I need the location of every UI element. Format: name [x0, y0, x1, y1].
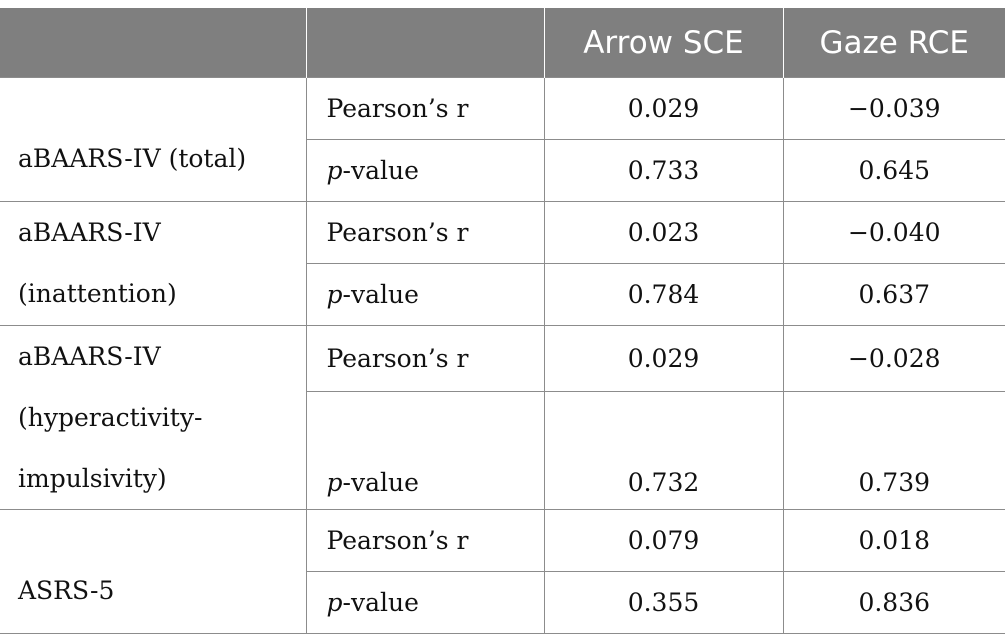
table-row: aBAARS-IV (total) Pearson’s r 0.029 −0.0… — [0, 77, 1005, 202]
table-row: aBAARS-IV (inattention) Pearson’s r 0.023… — [0, 201, 1005, 326]
stat-label: p-value — [306, 571, 545, 634]
group-label-line: aBAARS-IV — [18, 218, 161, 247]
table-row: p-value 0.733 0.645 — [0, 139, 1005, 202]
p-italic: p — [326, 468, 343, 497]
group-label-line: (inattention) — [18, 279, 177, 308]
header-measure — [0, 8, 306, 78]
gaze-rce-value: 0.637 — [782, 263, 1005, 326]
p-rest: -value — [342, 588, 419, 617]
table-row: p-value 0.784 0.637 — [0, 263, 1005, 326]
group-label-line: aBAARS-IV — [18, 342, 161, 371]
arrow-sce-value: 0.732 — [543, 390, 784, 511]
table-row: aBAARS-IV (hyperactivity-impulsivity) Pea… — [0, 325, 1005, 510]
table-row: p-value 0.732 0.739 — [0, 390, 1005, 511]
arrow-sce-value: 0.733 — [543, 139, 784, 202]
group-label: ASRS-5 — [0, 509, 307, 634]
header-statistic — [305, 8, 544, 78]
gaze-rce-value: 0.645 — [782, 139, 1005, 202]
stat-label: Pearson’s r — [305, 325, 545, 392]
stat-label: p-value — [306, 263, 545, 326]
group-label: aBAARS-IV (inattention) — [0, 201, 307, 326]
gaze-rce-value: 0.018 — [782, 509, 1005, 572]
arrow-sce-value: 0.023 — [543, 201, 784, 264]
gaze-rce-value: 0.739 — [782, 390, 1005, 511]
table-row: ASRS-5 Pearson’s r 0.079 0.018 — [0, 509, 1005, 634]
p-italic: p — [326, 156, 343, 185]
stat-label: Pearson’s r — [305, 77, 545, 140]
group-label-line: impulsivity) — [18, 464, 167, 493]
group-label-text: aBAARS-IV (total) — [18, 144, 247, 173]
header-arrow-sce: Arrow SCE — [543, 8, 783, 78]
header-gaze-rce: Gaze RCE — [782, 8, 1005, 78]
p-italic: p — [326, 588, 343, 617]
gaze-rce-value: −0.040 — [782, 201, 1005, 264]
p-rest: -value — [342, 280, 419, 309]
group-label-line: (hyperactivity- — [18, 403, 203, 432]
p-rest: -value — [342, 156, 419, 185]
p-rest: -value — [342, 468, 419, 497]
group-label-text: ASRS-5 — [18, 576, 115, 605]
p-italic: p — [326, 280, 343, 309]
gaze-rce-value: −0.039 — [782, 77, 1005, 140]
arrow-sce-value: 0.029 — [543, 77, 784, 140]
gaze-rce-value: 0.836 — [782, 571, 1005, 634]
header-row: Arrow SCE Gaze RCE — [0, 8, 1005, 78]
group-label: aBAARS-IV (hyperactivity-impulsivity) — [0, 325, 307, 510]
arrow-sce-value: 0.029 — [543, 325, 784, 392]
stat-label: Pearson’s r — [305, 201, 545, 264]
group-label: aBAARS-IV (total) — [0, 77, 307, 202]
arrow-sce-value: 0.355 — [543, 571, 784, 634]
stat-label: p-value — [306, 390, 545, 511]
arrow-sce-value: 0.784 — [543, 263, 784, 326]
gaze-rce-value: −0.028 — [782, 325, 1005, 392]
stat-label: Pearson’s r — [305, 509, 545, 572]
correlation-table: Arrow SCE Gaze RCE aBAARS-IV (total) Pea… — [0, 8, 1005, 634]
arrow-sce-value: 0.079 — [543, 509, 784, 572]
stat-label: p-value — [306, 139, 545, 202]
table-row: p-value 0.355 0.836 — [0, 571, 1005, 634]
